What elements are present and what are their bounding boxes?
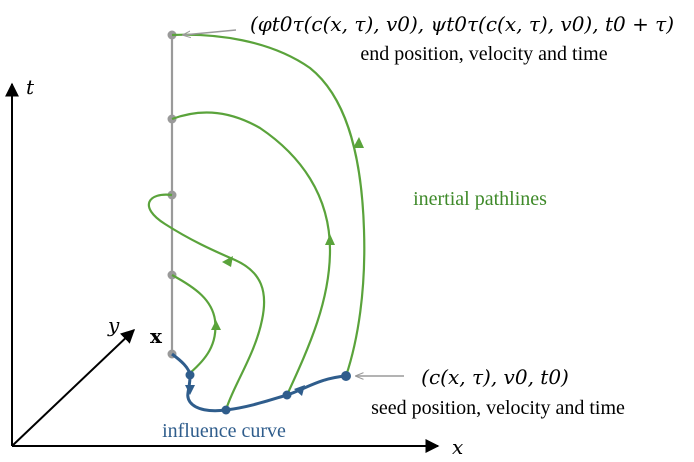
- end-caption: end position, velocity and time: [360, 43, 607, 65]
- pathline-arrow: [222, 256, 233, 267]
- pathline-arrow: [353, 137, 364, 148]
- end-formula: (φt0τ(c(x, τ), v0), ψt0τ(c(x, τ), v0), t…: [250, 12, 674, 36]
- pathlines-label: inertial pathlines: [413, 188, 547, 210]
- influence-point: [282, 390, 292, 400]
- y-axis: [11, 329, 136, 447]
- influence-points: [185, 370, 351, 415]
- pathline-4: [171, 33, 366, 377]
- influence-arrow: [294, 385, 305, 396]
- pathline-arrows: [211, 137, 364, 330]
- influence-arrow: [185, 385, 195, 395]
- seed-caption: seed position, velocity and time: [371, 397, 625, 419]
- pathlines: [147, 33, 366, 411]
- pathline-2: [147, 193, 266, 411]
- y-axis-label: y: [107, 313, 120, 337]
- influence-point: [185, 370, 195, 380]
- seed-formula: (c(x, τ), v0, t0): [421, 365, 569, 389]
- pathline-arrow: [325, 234, 335, 245]
- point-x-label: x: [150, 324, 163, 348]
- influence-curve-label: influence curve: [162, 420, 286, 442]
- x-axis-label: x: [452, 435, 463, 459]
- t-axis-label: t: [26, 75, 35, 99]
- influence-curve: [171, 352, 347, 413]
- influence-point: [221, 405, 231, 415]
- pathline-3: [171, 111, 332, 396]
- pathline-arrow: [211, 320, 221, 330]
- end-leader-line: [183, 29, 237, 35]
- seed-point: [341, 371, 351, 381]
- pathline-1: [171, 274, 217, 374]
